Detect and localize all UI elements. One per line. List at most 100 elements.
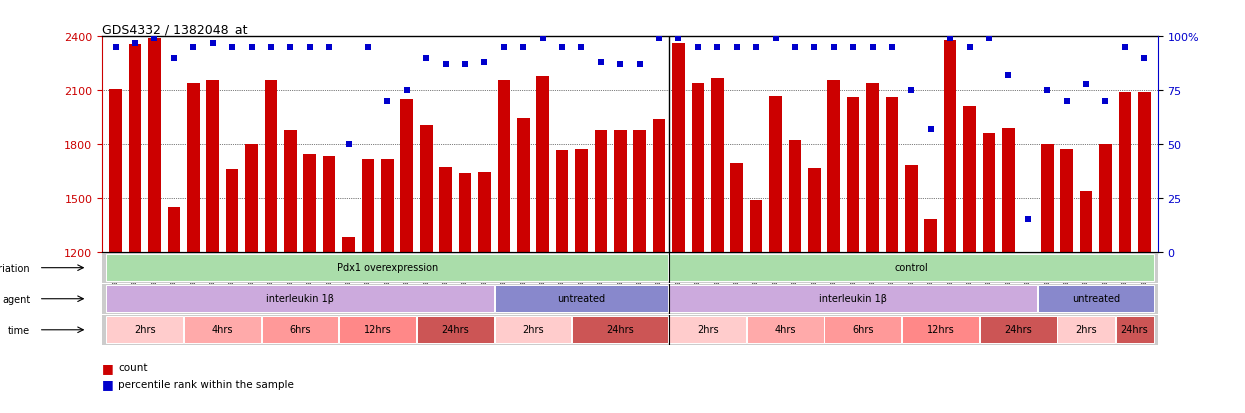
Text: interleukin 1β: interleukin 1β [266, 293, 334, 304]
Bar [749, 200, 762, 252]
Point [1037, 88, 1057, 94]
Bar [537, 76, 549, 252]
Text: 24hrs: 24hrs [1005, 324, 1032, 335]
Bar [634, 131, 646, 252]
Bar [265, 81, 278, 252]
Bar [595, 131, 608, 252]
Bar [498, 81, 510, 252]
Point [746, 45, 766, 51]
Bar [847, 98, 859, 252]
Point [786, 45, 806, 51]
Point [144, 36, 164, 43]
Text: ■: ■ [102, 361, 113, 374]
Point [203, 40, 223, 47]
Bar [207, 81, 219, 252]
Bar [339, 316, 416, 344]
Bar [417, 316, 494, 344]
Text: 6hrs: 6hrs [289, 324, 311, 335]
Bar [944, 41, 956, 252]
Point [533, 36, 553, 43]
Point [921, 126, 941, 133]
Point [901, 88, 921, 94]
Point [1057, 98, 1077, 105]
Point [630, 62, 650, 69]
Text: control: control [894, 262, 929, 273]
Bar [867, 84, 879, 252]
Bar [828, 81, 840, 252]
Text: 4hrs: 4hrs [212, 324, 233, 335]
Bar [245, 144, 258, 252]
Point [1076, 81, 1096, 88]
Bar [769, 97, 782, 252]
Point [456, 62, 476, 69]
Bar [788, 141, 802, 252]
Bar [168, 208, 181, 252]
Bar [304, 154, 316, 252]
Point [280, 45, 300, 51]
Text: percentile rank within the sample: percentile rank within the sample [118, 379, 294, 389]
Bar [1002, 128, 1015, 252]
Text: 2hrs: 2hrs [1076, 324, 1097, 335]
Bar [669, 316, 746, 344]
Point [1134, 55, 1154, 62]
Point [610, 62, 630, 69]
Point [940, 36, 960, 43]
Point [669, 36, 688, 43]
Point [1018, 216, 1038, 223]
Text: agent: agent [2, 294, 30, 304]
Bar [225, 169, 239, 252]
Text: 12hrs: 12hrs [926, 324, 955, 335]
Point [688, 45, 708, 51]
Text: 2hrs: 2hrs [697, 324, 718, 335]
Bar [381, 160, 393, 252]
Bar [925, 220, 937, 252]
Point [416, 55, 436, 62]
Bar [672, 44, 685, 252]
Bar [184, 316, 261, 344]
Point [649, 36, 669, 43]
Bar [322, 157, 335, 252]
Point [222, 45, 242, 51]
Point [377, 98, 397, 105]
Bar [106, 254, 669, 282]
Text: 4hrs: 4hrs [774, 324, 796, 335]
Bar [439, 168, 452, 252]
Bar [555, 150, 569, 252]
Bar [1079, 191, 1092, 252]
Bar [824, 316, 901, 344]
Text: 6hrs: 6hrs [852, 324, 874, 335]
Text: 24hrs: 24hrs [1120, 324, 1148, 335]
Bar [1118, 93, 1132, 252]
Bar [669, 285, 1037, 313]
Point [359, 45, 378, 51]
Bar [691, 84, 705, 252]
Point [261, 45, 281, 51]
Point [824, 45, 844, 51]
Point [436, 62, 456, 69]
Bar [747, 316, 824, 344]
Point [513, 45, 533, 51]
Point [164, 55, 184, 62]
Point [591, 59, 611, 66]
Point [474, 59, 494, 66]
Bar [420, 125, 432, 252]
Point [552, 45, 571, 51]
Text: 24hrs: 24hrs [442, 324, 469, 335]
Point [339, 141, 359, 148]
Bar [982, 134, 995, 252]
Point [183, 45, 203, 51]
Text: 2hrs: 2hrs [522, 324, 544, 335]
Point [300, 45, 320, 51]
Bar [401, 100, 413, 252]
Bar [478, 172, 491, 252]
Text: 12hrs: 12hrs [364, 324, 391, 335]
Bar [614, 131, 626, 252]
Bar [517, 119, 529, 252]
Bar [342, 237, 355, 252]
Text: time: time [9, 325, 30, 335]
Point [106, 45, 126, 51]
Text: untreated: untreated [1072, 293, 1119, 304]
Bar [1038, 285, 1154, 313]
Bar [652, 119, 665, 252]
Bar [575, 149, 588, 252]
